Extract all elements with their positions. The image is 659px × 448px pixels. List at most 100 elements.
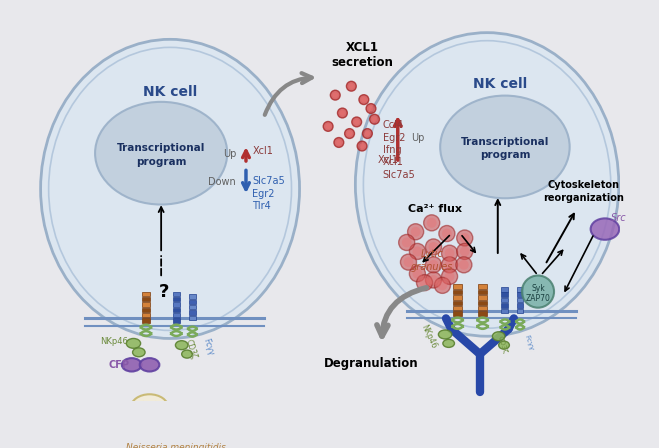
Ellipse shape <box>129 412 173 443</box>
Circle shape <box>456 257 472 273</box>
Text: CD3ζ: CD3ζ <box>497 336 508 355</box>
Text: Down: Down <box>208 177 236 187</box>
Ellipse shape <box>443 340 455 347</box>
Circle shape <box>349 83 354 89</box>
FancyBboxPatch shape <box>189 316 196 320</box>
FancyBboxPatch shape <box>478 301 487 305</box>
Text: Up: Up <box>223 149 236 159</box>
Circle shape <box>428 242 438 252</box>
Text: Xcl1: Xcl1 <box>378 155 399 165</box>
FancyBboxPatch shape <box>173 297 180 302</box>
Circle shape <box>370 114 380 124</box>
Circle shape <box>362 129 372 138</box>
FancyBboxPatch shape <box>453 311 462 316</box>
Circle shape <box>359 95 369 104</box>
Circle shape <box>434 277 451 293</box>
Text: Up: Up <box>411 133 424 143</box>
Text: Slc7a5
Egr2
Tlr4: Slc7a5 Egr2 Tlr4 <box>252 177 285 211</box>
FancyBboxPatch shape <box>453 295 462 300</box>
Circle shape <box>442 228 452 238</box>
Text: Syk
ZAP70: Syk ZAP70 <box>525 284 550 303</box>
Circle shape <box>368 106 374 111</box>
FancyBboxPatch shape <box>517 287 523 292</box>
Text: Ccl4
Egr2
Ifng
Xcl1
Slc7a5: Ccl4 Egr2 Ifng Xcl1 Slc7a5 <box>383 120 415 180</box>
FancyBboxPatch shape <box>501 309 509 313</box>
Ellipse shape <box>140 358 159 371</box>
FancyBboxPatch shape <box>142 319 150 323</box>
Circle shape <box>323 121 333 131</box>
Text: Fcγγ: Fcγγ <box>524 334 534 351</box>
Circle shape <box>424 215 440 231</box>
Text: NKp46: NKp46 <box>420 323 438 349</box>
Circle shape <box>399 234 415 250</box>
Circle shape <box>413 269 422 279</box>
Circle shape <box>411 227 420 237</box>
Circle shape <box>372 116 377 122</box>
Ellipse shape <box>127 339 140 348</box>
Circle shape <box>442 268 457 284</box>
FancyBboxPatch shape <box>173 319 180 323</box>
Circle shape <box>364 131 370 136</box>
Circle shape <box>337 108 347 118</box>
Circle shape <box>326 124 331 129</box>
Text: Cytoskeleton
reorganization: Cytoskeleton reorganization <box>543 180 624 203</box>
Circle shape <box>402 237 412 247</box>
Circle shape <box>357 141 367 151</box>
Text: Degranulation: Degranulation <box>324 357 418 370</box>
Ellipse shape <box>440 95 569 198</box>
Circle shape <box>413 246 422 256</box>
FancyBboxPatch shape <box>501 298 509 302</box>
Text: ?: ? <box>159 283 169 301</box>
Circle shape <box>428 275 438 285</box>
Text: Lytic
granules: Lytic granules <box>411 249 453 271</box>
Circle shape <box>409 266 426 282</box>
FancyBboxPatch shape <box>501 287 509 292</box>
FancyBboxPatch shape <box>501 303 509 308</box>
Text: CFP: CFP <box>109 360 130 370</box>
Ellipse shape <box>355 33 619 336</box>
Circle shape <box>401 254 416 270</box>
Circle shape <box>457 230 473 246</box>
Text: NKp46: NKp46 <box>100 337 128 346</box>
Ellipse shape <box>130 394 168 421</box>
FancyBboxPatch shape <box>173 308 180 312</box>
Circle shape <box>403 257 413 267</box>
Circle shape <box>426 257 442 273</box>
FancyBboxPatch shape <box>501 293 509 297</box>
FancyBboxPatch shape <box>478 290 487 294</box>
Text: Neisseria meningitidis: Neisseria meningitidis <box>127 444 226 448</box>
Ellipse shape <box>499 341 509 349</box>
Ellipse shape <box>182 350 192 358</box>
Circle shape <box>354 119 359 125</box>
Circle shape <box>409 243 426 259</box>
Circle shape <box>459 260 469 270</box>
Circle shape <box>445 271 455 281</box>
Circle shape <box>340 110 345 116</box>
Ellipse shape <box>590 218 619 240</box>
FancyBboxPatch shape <box>142 308 150 312</box>
FancyBboxPatch shape <box>142 292 150 296</box>
Ellipse shape <box>122 358 142 371</box>
Circle shape <box>352 117 362 127</box>
Circle shape <box>361 97 366 102</box>
Text: NK cell: NK cell <box>473 78 528 91</box>
Circle shape <box>442 257 457 273</box>
FancyBboxPatch shape <box>142 313 150 318</box>
Ellipse shape <box>438 330 452 339</box>
Circle shape <box>445 248 455 258</box>
Circle shape <box>460 233 470 243</box>
Ellipse shape <box>95 102 227 205</box>
FancyBboxPatch shape <box>173 313 180 318</box>
FancyBboxPatch shape <box>453 306 462 310</box>
Circle shape <box>445 260 455 270</box>
Circle shape <box>522 276 554 308</box>
Ellipse shape <box>492 332 505 340</box>
Circle shape <box>347 81 357 91</box>
Text: Xcl1: Xcl1 <box>252 146 273 156</box>
FancyBboxPatch shape <box>453 290 462 294</box>
FancyBboxPatch shape <box>478 311 487 316</box>
Circle shape <box>428 260 438 270</box>
FancyBboxPatch shape <box>517 298 523 302</box>
Circle shape <box>333 92 338 98</box>
Circle shape <box>336 140 341 145</box>
